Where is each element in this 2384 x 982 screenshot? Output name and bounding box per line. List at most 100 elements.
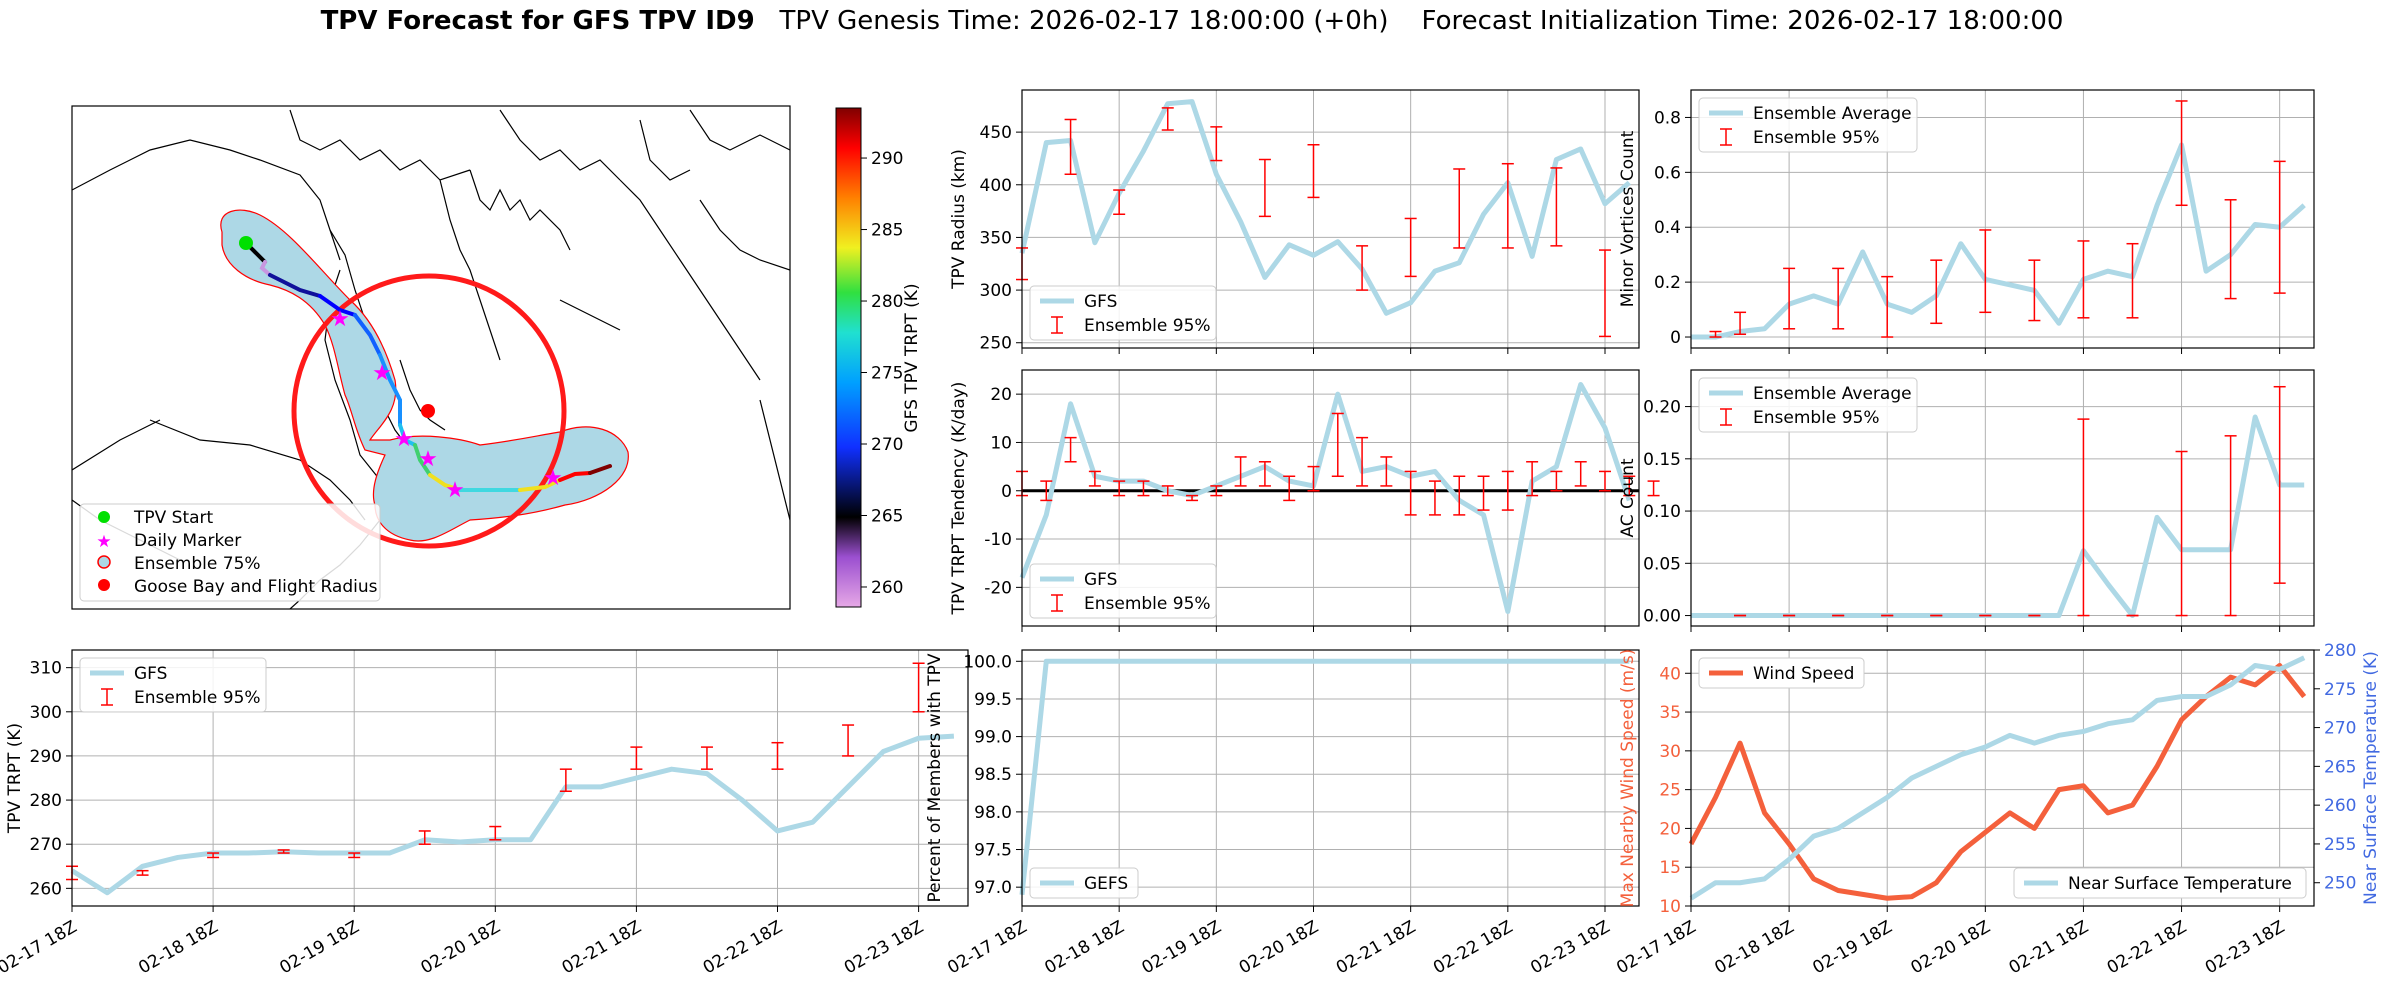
legend-label: Ensemble 95% bbox=[1084, 594, 1211, 614]
ensemble-errorbar bbox=[1428, 480, 1441, 516]
x-tick-label: 02-20 18Z bbox=[418, 917, 504, 978]
ensemble-errorbar bbox=[1040, 480, 1053, 502]
legend-temperature: Near Surface Temperature bbox=[2013, 867, 2307, 899]
x-tick-label: 02-19 18Z bbox=[1809, 917, 1895, 978]
y2-tick-label: 250 bbox=[2324, 874, 2356, 894]
y-tick-label: 99.0 bbox=[974, 728, 1012, 748]
ensemble-errorbar bbox=[1404, 470, 1417, 516]
y-tick-label: 10 bbox=[990, 433, 1012, 453]
chart-minor: 0 0.2 0.4 0.6 0.8 Minor Vortices Count Ensembl… bbox=[1618, 89, 2315, 354]
y-tick-label: 97.5 bbox=[974, 841, 1012, 861]
x-tick-label: 02-17 18Z bbox=[0, 917, 81, 978]
ensemble-errorbar bbox=[2077, 240, 2090, 319]
daily-markers: ★ ★ ★ ★ ★ ★ bbox=[330, 307, 563, 503]
legend-ac: Ensemble Average Ensemble 95% bbox=[1698, 377, 1918, 433]
ensemble-errorbar bbox=[1064, 436, 1077, 463]
legend-label: Ensemble 95% bbox=[1753, 128, 1880, 148]
y-tick-label: 290 bbox=[30, 747, 62, 767]
ensemble-errorbar bbox=[1210, 126, 1223, 162]
ensemble-errorbar bbox=[1380, 456, 1393, 487]
ensemble-errorbar bbox=[1137, 480, 1150, 497]
y-tick-label: 0.6 bbox=[1654, 163, 1681, 183]
y-tick-label: 100.0 bbox=[963, 652, 1012, 672]
colorbar-tick-label: 270 bbox=[871, 435, 903, 455]
flight-radius-circle bbox=[291, 273, 567, 549]
y-tick-label: 0.00 bbox=[1643, 607, 1681, 627]
legend-trpt: GFS Ensemble 95% bbox=[79, 657, 267, 713]
ensemble-errorbar bbox=[1113, 189, 1126, 216]
legend-start-icon bbox=[98, 511, 110, 523]
series-line-ensemble-average bbox=[1691, 142, 2306, 340]
ensemble-errorbar bbox=[2077, 418, 2090, 617]
y-tick-label: 300 bbox=[980, 281, 1012, 301]
colorbar-tick-label: 290 bbox=[871, 149, 903, 169]
y-tick-label: 97.0 bbox=[974, 878, 1012, 898]
title-bold: TPV Forecast for GFS TPV ID9 bbox=[320, 6, 755, 36]
ensemble-errorbar bbox=[1088, 470, 1101, 487]
series-line-wind-speed bbox=[1688, 663, 2307, 901]
ensemble-errorbar bbox=[1501, 162, 1514, 249]
y-axis-label: AC Count bbox=[1618, 458, 1638, 537]
ensemble-errorbar bbox=[2224, 435, 2237, 617]
x-tick-label: 02-20 18Z bbox=[1236, 917, 1322, 978]
legend-label: Ensemble 95% bbox=[1753, 408, 1880, 428]
ensemble-errorbar bbox=[1307, 144, 1320, 199]
legend-box bbox=[1029, 285, 1217, 341]
y-tick-label: 98.0 bbox=[974, 803, 1012, 823]
map-legend-box bbox=[79, 503, 381, 602]
y-tick-label: 35 bbox=[1659, 703, 1681, 723]
daily-marker: ★ bbox=[372, 361, 392, 386]
y-tick-label: 40 bbox=[1659, 664, 1681, 684]
ensemble-errorbar bbox=[1210, 485, 1223, 497]
ensemble-errorbar bbox=[136, 869, 149, 876]
axes-frame bbox=[1021, 649, 1640, 907]
y2-tick-label: 275 bbox=[2324, 680, 2356, 700]
legend-star-icon: ★ bbox=[96, 532, 111, 552]
y-axis-label: Percent of Members with TPV bbox=[925, 653, 945, 902]
ensemble-errorbar bbox=[1258, 158, 1271, 218]
chart-trpt: 260 270 280 290 300 310 TPV TRPT (K) 02-17 18Z 0… bbox=[0, 649, 969, 978]
y-tick-label: 10 bbox=[1659, 897, 1681, 917]
ensemble-errorbar bbox=[207, 852, 220, 859]
daily-marker: ★ bbox=[394, 427, 414, 452]
y2-tick-label: 270 bbox=[2324, 719, 2356, 739]
y-tick-label: 98.5 bbox=[974, 765, 1012, 785]
y-tick-label: 300 bbox=[30, 703, 62, 723]
ensemble-errorbar bbox=[1453, 475, 1466, 516]
ensemble-errorbar bbox=[1832, 267, 1845, 330]
ensemble-errorbar bbox=[1453, 168, 1466, 249]
ensemble-errorbar bbox=[1734, 311, 1747, 336]
ensemble-errorbar bbox=[489, 825, 502, 841]
legend-label-wind: Wind Speed bbox=[1753, 664, 1854, 684]
legend-box bbox=[1698, 97, 1918, 153]
axes-frame bbox=[1021, 89, 1640, 349]
colorbar-tick-label: 275 bbox=[871, 364, 903, 384]
legend-box bbox=[1698, 657, 1865, 689]
colorbar-tick-label: 260 bbox=[871, 578, 903, 598]
x-tick-label: 02-21 18Z bbox=[2006, 917, 2092, 978]
ensemble-errorbar bbox=[2224, 199, 2237, 300]
legend-label: Ensemble 95% bbox=[134, 688, 261, 708]
y-tick-label: 0.15 bbox=[1643, 450, 1681, 470]
chart-ac: 0.00 0.05 0.10 0.15 0.20 AC Count Ensemble Ave… bbox=[1618, 369, 2315, 632]
series-line-gfs bbox=[1019, 99, 1631, 316]
colorbar-gradient bbox=[835, 107, 862, 608]
y-tick-label: -10 bbox=[984, 530, 1012, 550]
axes-frame bbox=[1021, 369, 1640, 627]
ensemble-errorbar bbox=[1881, 275, 1894, 338]
colorbar-ticks: 260 265 270 275 280 285 290 bbox=[861, 149, 903, 598]
y-tick-label: 30 bbox=[1659, 742, 1681, 762]
ensemble-errorbar bbox=[771, 741, 784, 770]
y-tick-label: 0.4 bbox=[1654, 218, 1681, 238]
ensemble-errorbar bbox=[1404, 217, 1417, 278]
x-tick-label: 02-18 18Z bbox=[1711, 917, 1797, 978]
y-tick-label: 20 bbox=[1659, 819, 1681, 839]
y-axis-label: TPV TRPT (K) bbox=[5, 723, 25, 834]
x-tick-label: 02-21 18Z bbox=[559, 917, 645, 978]
y-axis-label: TPV Radius (km) bbox=[949, 149, 969, 290]
legend-label: GEFS bbox=[1084, 874, 1128, 894]
ensemble-errorbar bbox=[1501, 470, 1514, 511]
legend-box bbox=[1029, 563, 1217, 619]
ensemble-errorbar bbox=[1574, 461, 1587, 487]
